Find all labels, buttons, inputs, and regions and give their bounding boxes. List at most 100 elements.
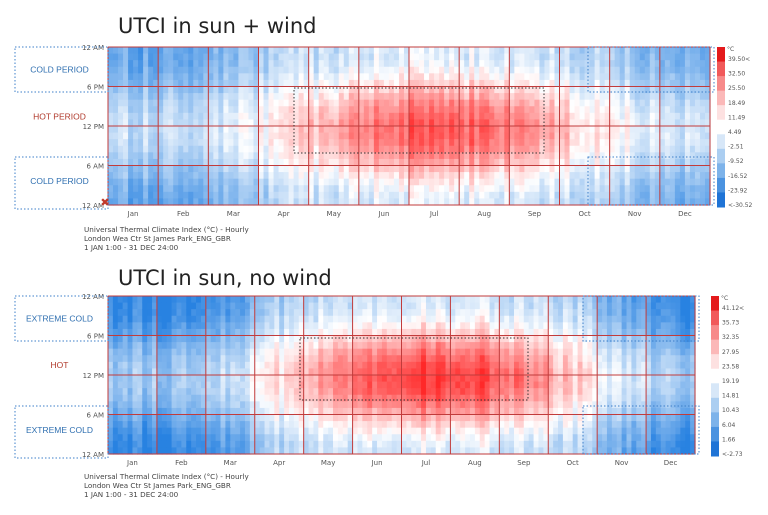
caption-location: London Wea Ctr St James Park_ENG_GBR <box>84 234 231 243</box>
legend-swatch <box>711 397 719 413</box>
y-tick-label: 12 AM <box>82 293 104 301</box>
x-tick-label: Oct <box>579 210 591 218</box>
legend-label: 27.95 <box>722 349 739 356</box>
region-boxes <box>14 46 715 210</box>
x-tick-label: Mar <box>224 459 237 467</box>
x-tick-label: Jan <box>127 210 139 218</box>
region-label: COLD PERIOD <box>30 176 89 186</box>
x-tick-label: Aug <box>477 210 491 218</box>
legend-label: -2.51 <box>728 144 744 151</box>
x-tick-label: May <box>321 459 335 467</box>
legend-swatch <box>717 192 725 208</box>
legend-swatch <box>711 426 719 442</box>
cold-region-box <box>14 295 109 342</box>
legend-swatch <box>717 61 725 77</box>
cold-region-box <box>587 46 715 93</box>
x-tick-label: Apr <box>273 459 285 467</box>
y-tick-label: 12 PM <box>83 123 104 131</box>
region-label: EXTREME COLD <box>26 314 93 324</box>
legend-label: 41.12< <box>722 305 744 312</box>
legend-swatch <box>711 354 719 370</box>
chart-panel-sun-wind: UTCI in sun + wind 12 AM 6 PM 12 PM 6 AM 12 … <box>0 0 768 252</box>
legend-label: 6.04 <box>722 422 736 429</box>
legend-label: 32.35 <box>722 334 739 341</box>
heatmap-chart: 12 AM 6 PM 12 PM 6 AM 12 AM Jan Feb Mar Apr May Ju… <box>14 293 744 467</box>
y-tick-label: 12 PM <box>83 372 104 380</box>
legend-label: 4.49 <box>728 129 742 136</box>
legend-swatch <box>717 163 725 179</box>
legend-swatch <box>711 296 719 312</box>
x-tick-label: May <box>327 210 341 218</box>
x-tick-label: Jun <box>377 210 389 218</box>
caption-location: London Wea Ctr St James Park_ENG_GBR <box>84 481 231 490</box>
heatmap-chart: 12 AM 6 PM 12 PM 6 AM 12 AM Jan Feb Mar Apr May Ju… <box>14 44 753 218</box>
legend-label: 39.50< <box>728 56 750 63</box>
cold-region-box <box>14 156 109 210</box>
legend-swatch <box>711 368 719 384</box>
legend-swatch <box>711 412 719 428</box>
legend-label: 35.73 <box>722 320 739 327</box>
x-tick-label: Feb <box>175 459 188 467</box>
x-tick-label: Apr <box>278 210 290 218</box>
legend-label: 32.50 <box>728 71 745 78</box>
x-tick-label: Jul <box>421 459 431 467</box>
color-legend: °C 41.12< 35.73 32.35 27.95 23.58 19.19 14.81 10… <box>711 295 744 458</box>
legend-label: 18.49 <box>728 100 745 107</box>
x-tick-label: Sep <box>517 459 531 467</box>
caption-period: 1 JAN 1:00 - 31 DEC 24:00 <box>84 243 179 252</box>
legend-swatch <box>717 177 725 193</box>
legend-swatch <box>717 148 725 164</box>
legend-swatch <box>711 339 719 355</box>
x-tick-label: Mar <box>227 210 240 218</box>
region-label: EXTREME COLD <box>26 425 93 435</box>
x-tick-label: Nov <box>628 210 642 218</box>
legend-swatch <box>711 441 719 457</box>
legend-swatch <box>711 310 719 326</box>
heatmap-cells <box>108 296 696 455</box>
region-label: HOT <box>51 360 69 370</box>
star-marker-icon: ✖ <box>100 196 109 209</box>
cold-region-box <box>14 405 109 459</box>
grid-lines <box>107 295 696 455</box>
caption-period: 1 JAN 1:00 - 31 DEC 24:00 <box>84 490 179 499</box>
legend-swatch <box>711 383 719 399</box>
legend-label: <-2.73 <box>722 451 743 458</box>
y-tick-label: 6 AM <box>86 163 104 171</box>
y-tick-label: 12 AM <box>82 451 104 459</box>
y-tick-label: 12 AM <box>82 202 104 210</box>
legend-label: -16.52 <box>728 173 748 180</box>
x-tick-label: Sep <box>528 210 542 218</box>
x-tick-label: Oct <box>567 459 579 467</box>
legend-label: -23.92 <box>728 187 748 194</box>
x-tick-label: Jan <box>126 459 138 467</box>
cold-region-box <box>14 46 109 93</box>
legend-swatch <box>717 134 725 150</box>
legend-label: 25.50 <box>728 85 745 92</box>
x-tick-label: Feb <box>177 210 190 218</box>
y-tick-label: 12 AM <box>82 44 104 52</box>
cold-region-box <box>582 405 700 455</box>
legend-label: 23.58 <box>722 363 739 370</box>
x-tick-label: Nov <box>615 459 629 467</box>
chart-title: UTCI in sun, no wind <box>118 266 332 290</box>
legend-swatch <box>711 325 719 341</box>
color-legend: °C 39.50< 32.50 25.50 18.49 11.49 4.49 -2.51 -9.… <box>717 46 753 209</box>
legend-label: 1.66 <box>722 436 736 443</box>
x-tick-label: Dec <box>678 210 692 218</box>
region-boxes <box>14 295 700 459</box>
x-tick-label: Aug <box>468 459 482 467</box>
region-label: COLD PERIOD <box>30 65 89 75</box>
x-tick-label: Jun <box>371 459 383 467</box>
legend-swatch <box>717 76 725 92</box>
hot-region-box <box>299 337 529 401</box>
legend-label: 19.19 <box>722 378 739 385</box>
legend-swatch <box>717 105 725 121</box>
x-tick-label: Dec <box>664 459 678 467</box>
region-label: HOT PERIOD <box>33 112 86 122</box>
chart-title: UTCI in sun + wind <box>118 14 317 38</box>
heatmap-cells <box>108 47 711 206</box>
chart-caption: Universal Thermal Climate Index (°C) - H… <box>84 225 249 252</box>
y-tick-label: 6 AM <box>86 412 104 420</box>
caption-metric: Universal Thermal Climate Index (°C) - H… <box>84 472 249 481</box>
cold-region-box <box>587 156 715 206</box>
